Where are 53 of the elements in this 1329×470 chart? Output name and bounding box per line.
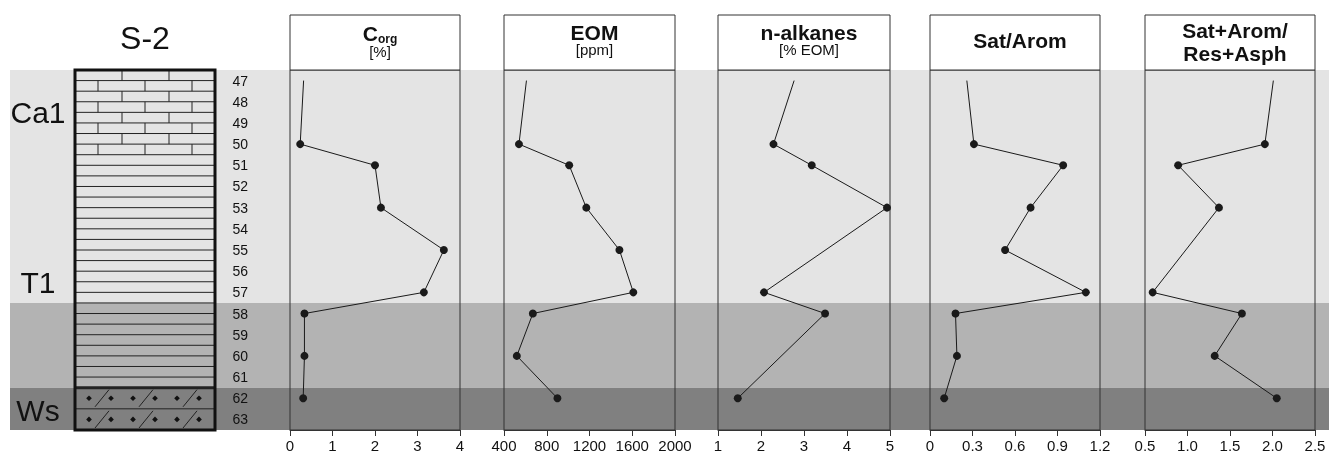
x-tick-label: 5 — [885, 437, 895, 454]
x-tick-label: 0 — [285, 437, 295, 454]
x-tick-label: 2 — [370, 437, 380, 454]
x-tick-label: 4 — [842, 437, 852, 454]
x-tick-label: 3 — [799, 437, 809, 454]
x-tick-label: 0.6 — [1004, 437, 1026, 454]
x-tick-label: 0.5 — [1134, 437, 1156, 454]
x-tick-label: 1.5 — [1219, 437, 1241, 454]
x-tick-label: 1.2 — [1089, 437, 1111, 454]
x-tick-label: 1 — [713, 437, 723, 454]
chart-title: n-alkanes — [760, 21, 858, 44]
text: T1 — [20, 265, 56, 299]
chart-subtitle: [ppm] — [575, 41, 614, 58]
y-tick-label: 50 — [232, 136, 249, 153]
y-tick-label: 62 — [232, 390, 249, 407]
x-tick-label: 1.0 — [1177, 437, 1198, 454]
chart-title: Sat/Arom — [973, 29, 1067, 52]
x-tick-label: 2.0 — [1262, 437, 1283, 454]
y-tick-label: 57 — [232, 284, 249, 301]
y-tick-label: 51 — [232, 157, 249, 174]
x-tick-label: 800 — [534, 437, 560, 454]
y-tick-label: 49 — [232, 114, 249, 131]
y-tick-label: 56 — [232, 263, 249, 280]
y-tick-label: 59 — [232, 326, 249, 343]
y-tick-label: 55 — [232, 242, 249, 258]
x-tick-label: 2 — [756, 437, 766, 454]
text: Ws — [16, 393, 60, 427]
x-tick-label: 2000 — [658, 437, 692, 454]
y-tick-label: 63 — [232, 411, 249, 428]
x-tick-label: 400 — [491, 437, 517, 454]
y-tick-label: 48 — [232, 93, 249, 110]
chart-subtitle: [%] — [369, 42, 391, 60]
chart-title: EOM — [570, 21, 619, 44]
chart-subtitle: [% EOM] — [778, 41, 840, 58]
chart-title: Sat+Arom/ Res+Asph — [1182, 19, 1288, 65]
y-tick-label: 58 — [232, 305, 249, 322]
x-tick-label: 4 — [455, 437, 465, 454]
y-tick-label: 47 — [232, 72, 249, 89]
x-tick-label: 3 — [413, 437, 422, 454]
text: Ca1 — [10, 95, 66, 129]
x-tick-label: 1 — [328, 437, 337, 454]
y-tick-label: 60 — [232, 347, 249, 364]
x-tick-label: 0 — [925, 437, 935, 454]
x-tick-label: 1600 — [615, 437, 649, 454]
y-tick-label: 54 — [232, 220, 249, 237]
text: S-2 — [120, 20, 170, 56]
x-tick-label: 0.3 — [962, 437, 983, 454]
x-tick-label: 1200 — [572, 437, 607, 454]
y-tick-label: 53 — [232, 199, 249, 216]
y-tick-label: 52 — [232, 178, 249, 195]
x-tick-label: 0.9 — [1047, 437, 1068, 454]
y-tick-label: 61 — [232, 369, 249, 386]
x-tick-label: 2.5 — [1304, 437, 1326, 454]
